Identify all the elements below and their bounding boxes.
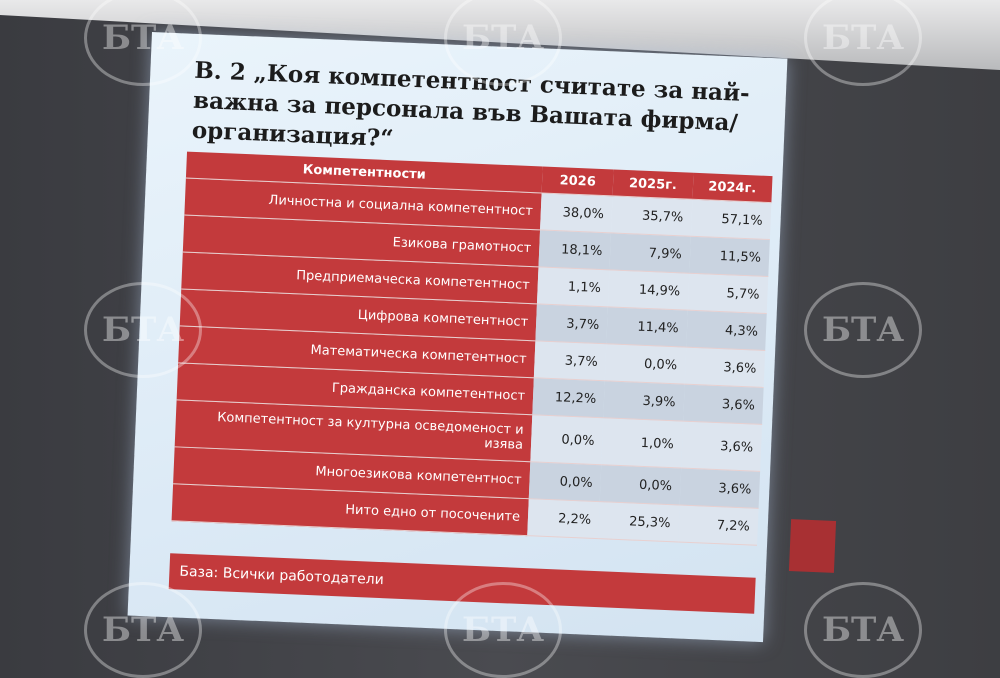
cell: 1,1% [536,266,610,307]
cell: 3,6% [684,347,766,388]
watermark: БТА [804,582,922,678]
cell: 7,2% [677,504,759,546]
cell: 3,9% [603,380,685,422]
cell: 3,6% [682,384,764,425]
cell: 11,4% [606,306,688,348]
cell: 7,9% [609,232,691,274]
watermark: БТА [804,282,922,378]
cell: 0,0% [604,343,686,385]
cell: 5,7% [687,273,769,314]
cell: 0,0% [528,461,602,502]
watermark: БТА [444,582,562,678]
watermark: БТА [84,282,202,378]
table: Компетентности 2026 2025г. 2024г. Личностна … [171,151,773,546]
watermark: БТА [84,0,202,86]
cell: 35,7% [611,195,693,237]
cell: 4,3% [685,310,767,351]
cell: 57,1% [690,199,772,240]
slide-edge [788,519,837,573]
cell: 18,1% [538,229,612,270]
cell: 3,6% [679,468,761,509]
header-cell: 2026 [541,166,614,196]
cell: 3,7% [533,340,607,381]
cell: 3,7% [535,303,609,344]
cell: 1,0% [601,417,683,469]
cell: 0,0% [530,414,604,465]
cell: 12,2% [532,377,605,418]
header-cell: 2024г. [692,172,773,203]
cell: 11,5% [688,236,770,277]
watermark: БТА [84,582,202,678]
slide: В. 2 „Коя компетентност считате за най-в… [127,32,788,643]
cell: 2,2% [527,498,600,539]
cell: 0,0% [599,464,681,505]
cell: 3,6% [680,421,763,472]
header-cell: 2025г. [612,169,694,200]
watermark: БТА [444,0,562,86]
cell: 38,0% [540,192,613,233]
cell: 25,3% [598,501,680,542]
cell: 14,9% [608,269,689,311]
watermark: БТА [804,0,922,86]
